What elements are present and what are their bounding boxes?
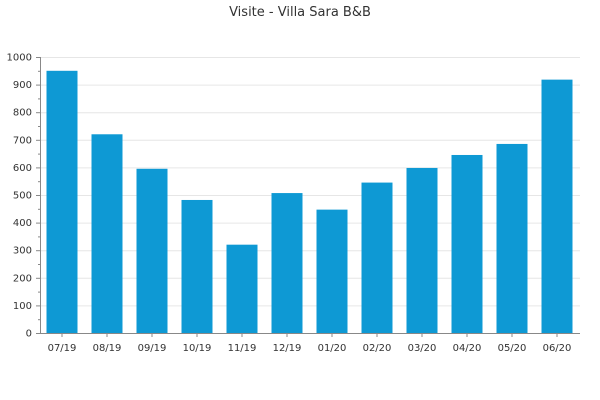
bar-06-20 <box>541 79 573 334</box>
y-tick-label: 600 <box>13 163 32 174</box>
y-tick-label: 700 <box>13 135 32 146</box>
tick-labels: 0 100 200 300 400 500 600 700 800 900 1000 07/19 08/… <box>7 53 572 355</box>
x-tick-label: 10/19 <box>183 343 212 354</box>
bar-02-20 <box>361 182 393 333</box>
y-tick-label: 100 <box>13 301 32 312</box>
y-tick-label: 0 <box>26 329 32 340</box>
x-tick-label: 09/19 <box>138 343 167 354</box>
y-tick-label: 1000 <box>7 53 32 64</box>
chart-title: Visite - Villa Sara B&B <box>229 5 371 20</box>
grid-lines <box>40 57 580 307</box>
x-tick-label: 03/20 <box>408 343 437 354</box>
bar-10-19 <box>181 199 213 333</box>
bar-03-20 <box>406 167 438 333</box>
y-tick-label: 900 <box>13 80 32 91</box>
bar-05-20 <box>496 143 528 333</box>
bar-07-19 <box>46 70 78 334</box>
x-tick-label: 06/20 <box>543 343 572 354</box>
x-tick-label: 08/19 <box>93 343 122 354</box>
x-tick-label: 07/19 <box>48 343 77 354</box>
x-tick-label: 04/20 <box>453 343 482 354</box>
y-tick-label: 200 <box>13 273 32 284</box>
x-tick-label: 11/19 <box>228 343 257 354</box>
x-tick-label: 12/19 <box>273 343 302 354</box>
y-tick-label: 800 <box>13 108 32 119</box>
bar-09-19 <box>136 168 168 333</box>
bar-04-20 <box>451 154 483 333</box>
x-tick-label: 02/20 <box>363 343 392 354</box>
y-tick-label: 400 <box>13 218 32 229</box>
bar-12-19 <box>271 193 303 333</box>
bars <box>46 70 573 334</box>
bar-01-20 <box>316 209 348 333</box>
y-tick-label: 500 <box>13 191 32 202</box>
bar-11-19 <box>226 244 258 333</box>
x-tick-label: 01/20 <box>318 343 347 354</box>
bar-08-19 <box>91 134 123 333</box>
x-tick-label: 05/20 <box>498 343 527 354</box>
y-tick-label: 300 <box>13 246 32 257</box>
axes <box>36 57 580 337</box>
